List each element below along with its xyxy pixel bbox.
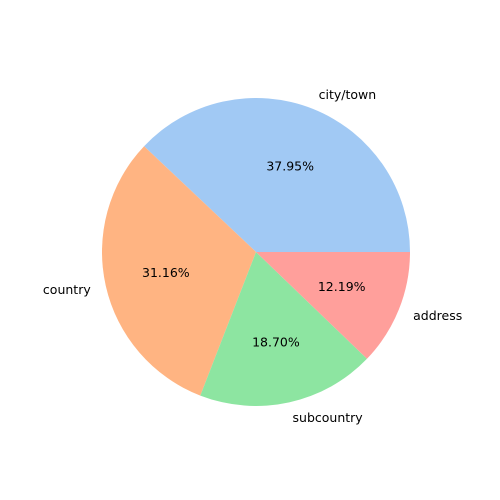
pie-slice-subcountry	[200, 252, 367, 406]
pie-slice-city-town	[144, 98, 411, 252]
pie-label-city-town: city/town	[319, 87, 377, 102]
pie-pct-label-address: 12.19%	[318, 279, 366, 294]
pie-label-subcountry: subcountry	[293, 410, 364, 425]
pie-slice-country	[102, 146, 257, 396]
pie-label-address: address	[413, 308, 462, 323]
pie-slice-address	[256, 252, 410, 359]
pie-pct-label-city-town: 37.95%	[266, 159, 314, 174]
pie-labels: 37.95% city/town 31.16% country 18.70% subcou…	[43, 87, 462, 425]
pie-pct-label-country: 31.16%	[142, 265, 190, 280]
pie-label-country: country	[43, 282, 91, 297]
pie-pct-label-subcountry: 18.70%	[252, 335, 300, 350]
pie-slices	[102, 98, 411, 406]
